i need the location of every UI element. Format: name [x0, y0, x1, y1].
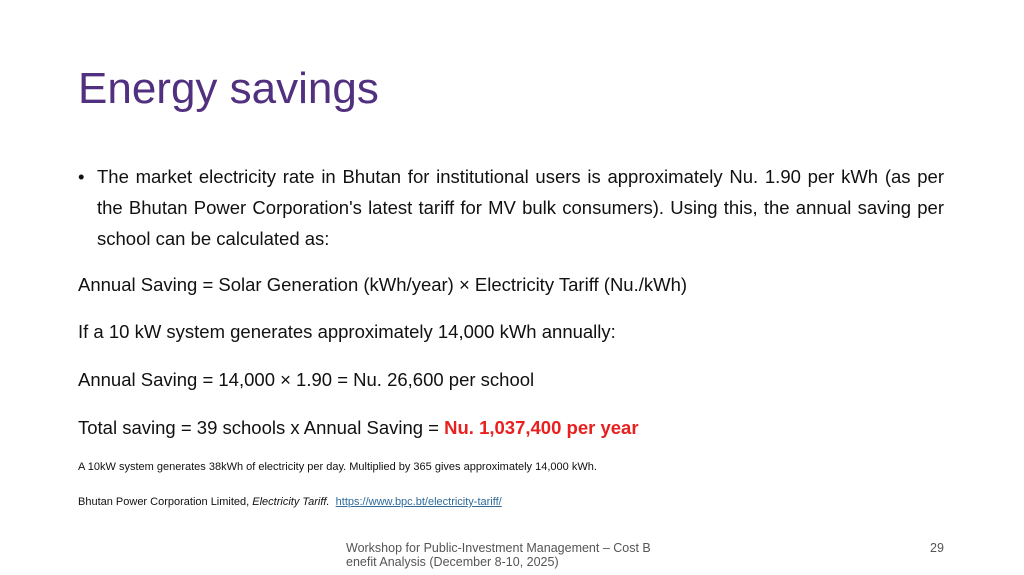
total-line: Total saving = 39 schools x Annual Savin… [78, 417, 639, 439]
total-text: Total saving = 39 schools x Annual Savin… [78, 417, 439, 438]
slide-title: Energy savings [78, 64, 379, 113]
reference: Bhutan Power Corporation Limited, Electr… [78, 496, 502, 508]
bullet-text: The market electricity rate in Bhutan fo… [97, 166, 944, 249]
formula-line: Annual Saving = 14,000 × 1.90 = Nu. 26,6… [78, 369, 535, 390]
bullet-dot: • [78, 166, 85, 187]
footer-line: enefit Analysis (December 8-10, 2025) [346, 555, 559, 569]
reference-title: Electricity Tariff. [252, 496, 330, 508]
footer-line: Workshop for Public-Investment Managemen… [346, 541, 651, 555]
reference-author: Bhutan Power Corporation Limited, [78, 496, 250, 508]
footer: Workshop for Public-Investment Managemen… [346, 541, 651, 569]
body-line: If a 10 kW system generates approximatel… [78, 321, 616, 342]
note: A 10kW system generates 38kWh of electri… [78, 461, 597, 473]
page-number: 29 [930, 541, 944, 555]
total-highlight: Nu. 1,037,400 per year [444, 417, 639, 438]
formula-line: Annual Saving = Solar Generation (kWh/ye… [78, 274, 688, 295]
reference-link[interactable]: https://www.bpc.bt/electricity-tariff/ [335, 496, 502, 508]
